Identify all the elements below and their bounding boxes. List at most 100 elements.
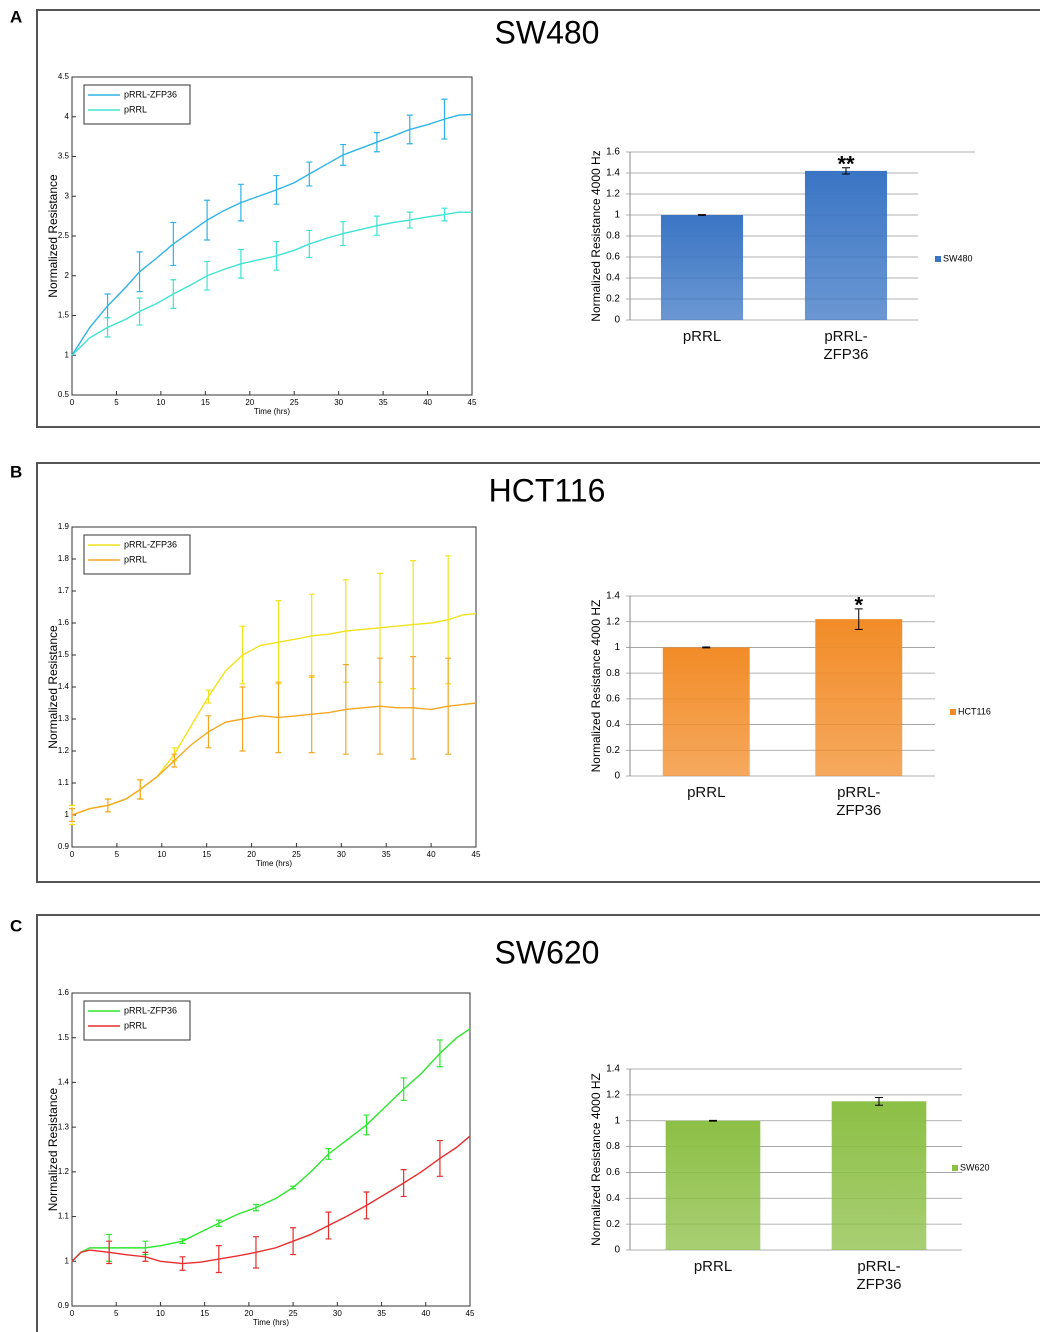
y-tick-label: 0.8 — [606, 1141, 620, 1152]
significance-annotation: ** — [837, 152, 855, 177]
error-bar — [875, 1096, 883, 1106]
y-tick-label: 0.6 — [606, 252, 620, 263]
legend-label: pRRL — [124, 554, 147, 564]
x-tick-label: 40 — [421, 1309, 430, 1318]
legend-label: SW620 — [960, 1162, 990, 1172]
error-bar — [170, 221, 177, 267]
error-bar — [237, 183, 244, 222]
error-bar — [342, 664, 349, 755]
legend-box — [83, 84, 191, 125]
error-bar — [406, 211, 413, 229]
x-tick-label: 30 — [337, 850, 346, 859]
error-bar — [273, 174, 280, 205]
y-tick-label: 1.3 — [58, 714, 70, 723]
error-bar — [104, 317, 111, 338]
error-bar — [340, 221, 347, 247]
y-tick-label: 0 — [614, 1245, 620, 1256]
legend-box — [83, 1000, 191, 1041]
x-tick-label: 5 — [114, 1309, 119, 1318]
y-tick-label: 0 — [614, 315, 620, 326]
x-tick-label: 40 — [427, 850, 436, 859]
error-bar — [306, 229, 313, 259]
x-tick-label: 45 — [466, 1309, 475, 1318]
y-tick-label: 1 — [614, 210, 620, 221]
plot-frame — [71, 992, 471, 1307]
x-axis-label: Time (hrs) — [254, 407, 290, 416]
x-tick-label: 0 — [70, 1309, 75, 1318]
y-tick-label: 0.8 — [606, 668, 620, 679]
bar — [660, 215, 744, 320]
x-tick-label: 20 — [245, 398, 254, 407]
y-tick-label: 4 — [65, 112, 70, 121]
series-line — [71, 1135, 471, 1265]
y-axis-label: Normalized Resistance 4000 HZ — [589, 600, 603, 773]
error-bar — [445, 657, 452, 755]
y-axis-label: Normalized Resistance 4000 HZ — [589, 1073, 603, 1246]
x-tick-label: 30 — [333, 1309, 342, 1318]
error-bar — [842, 167, 850, 175]
error-bar — [215, 1219, 222, 1228]
error-bar — [205, 689, 212, 704]
x-tick-label: 25 — [292, 850, 301, 859]
y-axis-label: Normalized Resistance — [46, 174, 60, 298]
y-tick-label: 1.2 — [606, 1089, 620, 1100]
x-tick-label: pRRL-ZFP36 — [856, 1258, 902, 1293]
y-tick-label: 3.5 — [58, 152, 70, 161]
y-tick-label: 1.4 — [606, 591, 620, 602]
panel-letter: C — [10, 916, 22, 935]
error-bar — [106, 1240, 113, 1265]
panel-title: SW480 — [495, 14, 600, 50]
x-tick-label: 20 — [244, 1309, 253, 1318]
legend-swatch — [935, 256, 941, 262]
error-bar — [854, 608, 863, 630]
bar — [662, 647, 750, 776]
error-bar — [273, 240, 280, 271]
legend-box — [83, 534, 191, 575]
x-tick-label: 10 — [156, 398, 165, 407]
y-axis-label: Normalized Resistance — [46, 625, 60, 749]
y-tick-label: 1.4 — [58, 1078, 70, 1087]
y-tick-label: 1.2 — [58, 1167, 70, 1176]
plot-frame — [71, 76, 473, 396]
error-bar — [308, 675, 315, 754]
error-bar — [306, 161, 313, 187]
y-tick-label: 0.4 — [606, 719, 620, 730]
y-tick-label: 0.6 — [606, 693, 620, 704]
y-tick-label: 1.7 — [58, 586, 70, 595]
error-bar — [709, 1119, 717, 1122]
x-tick-label: 10 — [157, 850, 166, 859]
panel-frame — [36, 914, 1040, 1332]
y-tick-label: 0.8 — [606, 231, 620, 242]
error-bar — [171, 753, 178, 768]
y-tick-label: 2 — [65, 271, 70, 280]
error-bar — [170, 279, 177, 309]
error-bar — [400, 1077, 407, 1101]
x-axis-label: Time (hrs) — [256, 859, 292, 868]
error-bar — [436, 1139, 443, 1177]
legend-label: pRRL-ZFP36 — [124, 539, 177, 549]
y-tick-label: 0.2 — [606, 294, 620, 305]
x-tick-label: 25 — [290, 398, 299, 407]
panel-frame — [36, 462, 1040, 883]
panel-frame — [36, 9, 1040, 428]
y-tick-label: 0.4 — [606, 273, 620, 284]
x-tick-label: pRRL — [687, 784, 726, 801]
error-bar — [252, 1236, 259, 1269]
error-bar — [237, 248, 244, 279]
y-tick-label: 0.2 — [606, 745, 620, 756]
x-tick-label: 35 — [379, 398, 388, 407]
error-bar — [205, 715, 212, 749]
legend-label: pRRL-ZFP36 — [124, 89, 177, 99]
error-bar — [275, 681, 282, 754]
legend-label: pRRL-ZFP36 — [124, 1005, 177, 1015]
y-tick-label: 1.6 — [606, 147, 620, 158]
y-tick-label: 1.2 — [606, 189, 620, 200]
y-tick-label: 1 — [65, 1256, 70, 1265]
y-tick-label: 1.5 — [58, 311, 70, 320]
y-tick-label: 1.5 — [58, 1033, 70, 1042]
x-tick-label: pRRL-ZFP36 — [836, 784, 882, 819]
y-tick-label: 1 — [65, 350, 70, 359]
y-tick-label: 1.1 — [58, 1212, 70, 1221]
x-tick-label: 45 — [472, 850, 481, 859]
